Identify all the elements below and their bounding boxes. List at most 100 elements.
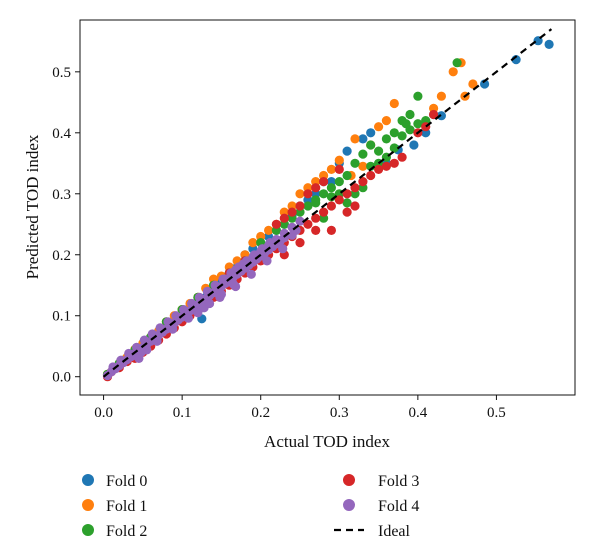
data-point-fold-3 bbox=[271, 219, 281, 229]
data-marks bbox=[102, 36, 554, 382]
data-point-fold-4 bbox=[168, 324, 178, 334]
y-tick-label: 0.2 bbox=[52, 248, 71, 264]
data-point-fold-4 bbox=[278, 244, 288, 254]
data-point-fold-2 bbox=[389, 128, 399, 138]
data-point-fold-2 bbox=[350, 158, 360, 168]
data-point-fold-4 bbox=[108, 362, 118, 372]
data-point-fold-3 bbox=[295, 238, 305, 248]
y-axis-ticks: 0.0 0.1 0.2 0.3 0.4 0.5 bbox=[52, 65, 80, 386]
legend-label-fold-1: Fold 1 bbox=[106, 498, 147, 515]
data-point-fold-3 bbox=[429, 109, 439, 120]
legend-marker-fold-2 bbox=[82, 524, 94, 536]
data-point-fold-4 bbox=[248, 252, 258, 262]
data-point-fold-4 bbox=[262, 256, 272, 266]
data-point-fold-4 bbox=[193, 308, 203, 318]
data-point-fold-4 bbox=[228, 279, 238, 289]
x-tick-label: 0.0 bbox=[94, 405, 113, 421]
data-point-fold-2 bbox=[342, 170, 352, 181]
data-point-fold-1 bbox=[358, 161, 368, 171]
legend-label-ideal: Ideal bbox=[378, 523, 411, 540]
data-point-fold-4 bbox=[295, 216, 305, 226]
data-point-fold-3 bbox=[350, 183, 360, 193]
y-tick-label: 0.3 bbox=[52, 187, 71, 203]
x-tick-label: 0.3 bbox=[330, 405, 349, 421]
data-point-fold-4 bbox=[216, 289, 226, 299]
data-point-fold-3 bbox=[303, 189, 313, 199]
data-point-fold-3 bbox=[334, 164, 344, 174]
data-point-fold-2 bbox=[405, 109, 415, 120]
data-point-fold-4 bbox=[231, 265, 241, 275]
data-point-fold-4 bbox=[124, 348, 134, 359]
legend-label-fold-2: Fold 2 bbox=[106, 523, 147, 540]
data-point-fold-3 bbox=[374, 164, 384, 174]
legend-marker-fold-4 bbox=[343, 499, 355, 511]
data-point-fold-1 bbox=[389, 98, 399, 109]
data-point-fold-4 bbox=[264, 241, 274, 251]
data-point-fold-3 bbox=[287, 207, 297, 217]
data-point-fold-4 bbox=[142, 345, 152, 355]
data-point-fold-2 bbox=[381, 134, 391, 144]
data-point-fold-4 bbox=[152, 336, 162, 346]
data-point-fold-2 bbox=[326, 183, 336, 193]
data-point-fold-3 bbox=[342, 189, 352, 199]
x-tick-label: 0.5 bbox=[487, 405, 506, 421]
data-point-fold-1 bbox=[436, 91, 446, 101]
y-tick-label: 0.5 bbox=[52, 65, 71, 81]
data-point-fold-3 bbox=[295, 201, 305, 211]
data-point-fold-3 bbox=[334, 195, 344, 205]
data-point-fold-1 bbox=[381, 116, 391, 126]
data-point-fold-0 bbox=[544, 39, 554, 50]
x-axis-label: Actual TOD index bbox=[264, 432, 390, 451]
data-point-fold-1 bbox=[374, 122, 384, 132]
x-tick-label: 0.1 bbox=[173, 405, 192, 421]
data-point-fold-2 bbox=[452, 58, 462, 68]
data-point-fold-2 bbox=[311, 198, 321, 208]
x-tick-label: 0.4 bbox=[408, 405, 427, 421]
data-point-fold-3 bbox=[397, 152, 407, 162]
data-point-fold-3 bbox=[358, 177, 368, 187]
data-point-fold-2 bbox=[397, 116, 407, 126]
data-point-fold-2 bbox=[358, 149, 368, 159]
y-axis-label: Predicted TOD index bbox=[23, 134, 42, 279]
data-point-fold-1 bbox=[248, 238, 258, 248]
data-point-fold-2 bbox=[366, 140, 376, 150]
data-point-fold-4 bbox=[183, 313, 193, 323]
data-point-fold-4 bbox=[205, 298, 215, 309]
data-point-fold-1 bbox=[326, 164, 336, 174]
data-point-fold-3 bbox=[326, 225, 336, 235]
data-point-fold-3 bbox=[303, 219, 313, 229]
data-point-fold-3 bbox=[342, 207, 352, 217]
data-point-fold-1 bbox=[350, 134, 360, 144]
legend-marker-fold-0 bbox=[82, 474, 94, 486]
data-point-fold-3 bbox=[326, 201, 336, 211]
legend-marker-fold-3 bbox=[343, 474, 355, 486]
data-point-fold-1 bbox=[448, 67, 458, 77]
data-point-fold-4 bbox=[256, 247, 266, 257]
x-tick-label: 0.2 bbox=[251, 405, 270, 421]
data-point-fold-0 bbox=[366, 128, 376, 138]
data-point-fold-2 bbox=[389, 143, 399, 153]
legend-label-fold-0: Fold 0 bbox=[106, 473, 147, 490]
y-tick-label: 0.1 bbox=[52, 309, 71, 325]
data-point-fold-2 bbox=[397, 131, 407, 141]
legend-label-fold-3: Fold 3 bbox=[378, 473, 419, 490]
plot-frame bbox=[79, 19, 576, 396]
data-point-fold-1 bbox=[334, 155, 344, 165]
data-point-fold-1 bbox=[295, 189, 305, 199]
data-point-fold-0 bbox=[409, 140, 419, 150]
data-point-fold-4 bbox=[171, 311, 181, 321]
ideal-line bbox=[102, 28, 553, 378]
data-point-fold-4 bbox=[134, 353, 144, 363]
data-point-fold-2 bbox=[374, 146, 384, 156]
data-point-fold-3 bbox=[381, 161, 391, 171]
x-axis-ticks: 0.0 0.1 0.2 0.3 0.4 0.5 bbox=[94, 395, 506, 421]
legend-label-fold-4: Fold 4 bbox=[378, 498, 419, 515]
data-point-fold-3 bbox=[311, 183, 321, 193]
legend-marker-fold-1 bbox=[82, 499, 94, 511]
data-point-fold-3 bbox=[319, 207, 329, 217]
data-point-fold-3 bbox=[279, 213, 289, 223]
data-point-fold-2 bbox=[319, 189, 329, 199]
data-point-fold-2 bbox=[303, 201, 313, 211]
data-point-fold-4 bbox=[139, 335, 149, 345]
data-point-fold-1 bbox=[264, 225, 274, 235]
